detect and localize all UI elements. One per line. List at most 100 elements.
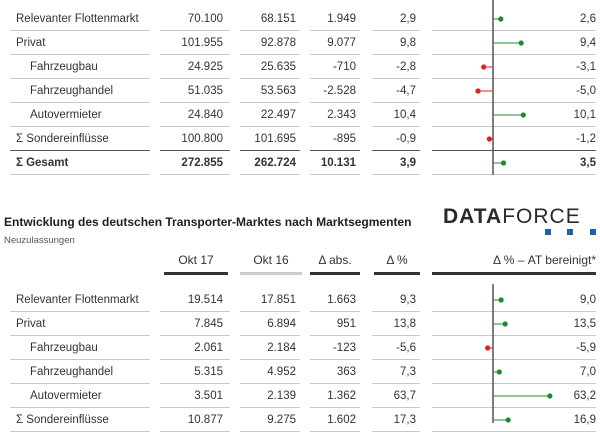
row-label: Autovermieter [30,390,102,402]
row-value-3: 10.131 [320,157,356,169]
row-value-4: 13,8 [393,318,416,330]
row-separator [372,30,420,31]
col-header-delta-abs: Δ abs. [318,253,352,267]
row-separator [10,335,150,336]
row-separator [10,174,150,175]
row-separator [10,30,150,31]
table-row: Fahrzeughandel 51.035 53.563 -2.528 -4,7 -5,0 [0,79,600,103]
row-value-4: 7,3 [400,366,416,378]
row-separator [240,335,300,336]
row-separator [372,126,420,127]
row-value-2: 6.894 [267,318,296,330]
row-separator [310,335,360,336]
row-separator [160,54,230,55]
row-value-2: 4.952 [267,366,296,378]
dot-plot-point [520,112,526,118]
row-value-3: 1.663 [327,294,356,306]
row-value-3: 363 [336,366,356,378]
row-value-1: 70.100 [187,13,223,25]
row-value-3: -2.528 [323,85,356,97]
row-separator [160,30,230,31]
row-separator [432,174,596,175]
row-value-2: 92.878 [260,37,296,49]
logo-square-2 [567,229,573,235]
row-separator [432,335,596,336]
row-separator [372,102,420,103]
row-separator [310,359,360,360]
row-separator [432,150,596,151]
row-value-2: 2.139 [267,390,296,402]
row-adjusted-value: 13,5 [573,318,596,330]
dot-plot-point [481,64,487,70]
col-bar-okt17 [164,272,228,275]
dot-plot-point [475,88,481,94]
row-value-1: 24.840 [187,109,223,121]
row-value-1: 2.061 [194,342,223,354]
row-label: Fahrzeughandel [30,366,114,378]
dot-plot-point [485,345,491,351]
table-row: Autovermieter 24.840 22.497 2.343 10,4 10,1 [0,103,600,127]
row-adjusted-value: 10,1 [573,109,596,121]
dot-plot-point [498,297,504,303]
row-label: Fahrzeughandel [30,85,114,97]
row-value-1: 100.800 [181,133,223,145]
row-value-2: 68.151 [260,13,296,25]
row-adjusted-value: 2,6 [580,13,596,25]
row-label: Fahrzeugbau [30,61,98,73]
row-separator [432,102,596,103]
row-value-3: 1.362 [327,390,356,402]
row-adjusted-value: -5,0 [576,85,596,97]
row-value-2: 17.851 [260,294,296,306]
dataforce-logo: DATAFORCE [443,205,581,228]
row-separator [10,78,150,79]
row-value-1: 272.855 [181,157,223,169]
row-value-1: 3.501 [194,390,223,402]
row-value-3: 2.343 [327,109,356,121]
row-separator [432,78,596,79]
row-value-4: -5,6 [396,342,416,354]
row-adjusted-value: -1,2 [576,133,596,145]
row-separator [310,383,360,384]
row-separator [160,311,230,312]
table-row: Relevanter Flottenmarkt 70.100 68.151 1.949… [0,7,600,31]
row-value-3: 1.949 [327,13,356,25]
row-separator [160,174,230,175]
col-bar-delta-abs [310,272,360,275]
row-value-2: 53.563 [260,85,296,97]
table-title: Entwicklung des deutschen Transporter-Ma… [4,215,412,229]
table-subtitle: Neuzulassungen [4,235,75,246]
row-value-2: 2.184 [267,342,296,354]
row-separator [240,383,300,384]
row-separator [160,407,230,408]
table-row: Fahrzeugbau 24.925 25.635 -710 -2,8 -3,1 [0,55,600,79]
row-separator [160,102,230,103]
row-label: Relevanter Flottenmarkt [16,13,139,25]
dot-plot-point [518,40,524,46]
dot-plot-point [496,369,502,375]
row-value-1: 19.514 [187,294,223,306]
row-separator [160,359,230,360]
col-header-okt16: Okt 16 [253,253,289,267]
row-separator [240,126,300,127]
row-value-2: 262.724 [254,157,296,169]
row-label: Σ Sondereinflüsse [16,133,109,145]
row-separator [432,54,596,55]
row-value-4: 2,9 [400,13,416,25]
row-separator [372,311,420,312]
row-separator [10,102,150,103]
row-adjusted-value: 63,2 [573,390,596,402]
row-value-3: -895 [332,133,356,145]
row-separator [310,174,360,175]
table-row: Σ Sondereinflüsse 100.800 101.695 -895 -0,9 -… [0,127,600,151]
dot-plot-point [498,16,504,22]
row-separator [10,407,150,408]
row-value-2: 101.695 [254,133,296,145]
row-separator [160,383,230,384]
row-value-3: -123 [332,342,356,354]
row-separator [310,126,360,127]
row-separator [10,150,150,151]
row-separator [160,126,230,127]
row-separator [372,174,420,175]
row-separator [240,359,300,360]
row-separator [372,407,420,408]
